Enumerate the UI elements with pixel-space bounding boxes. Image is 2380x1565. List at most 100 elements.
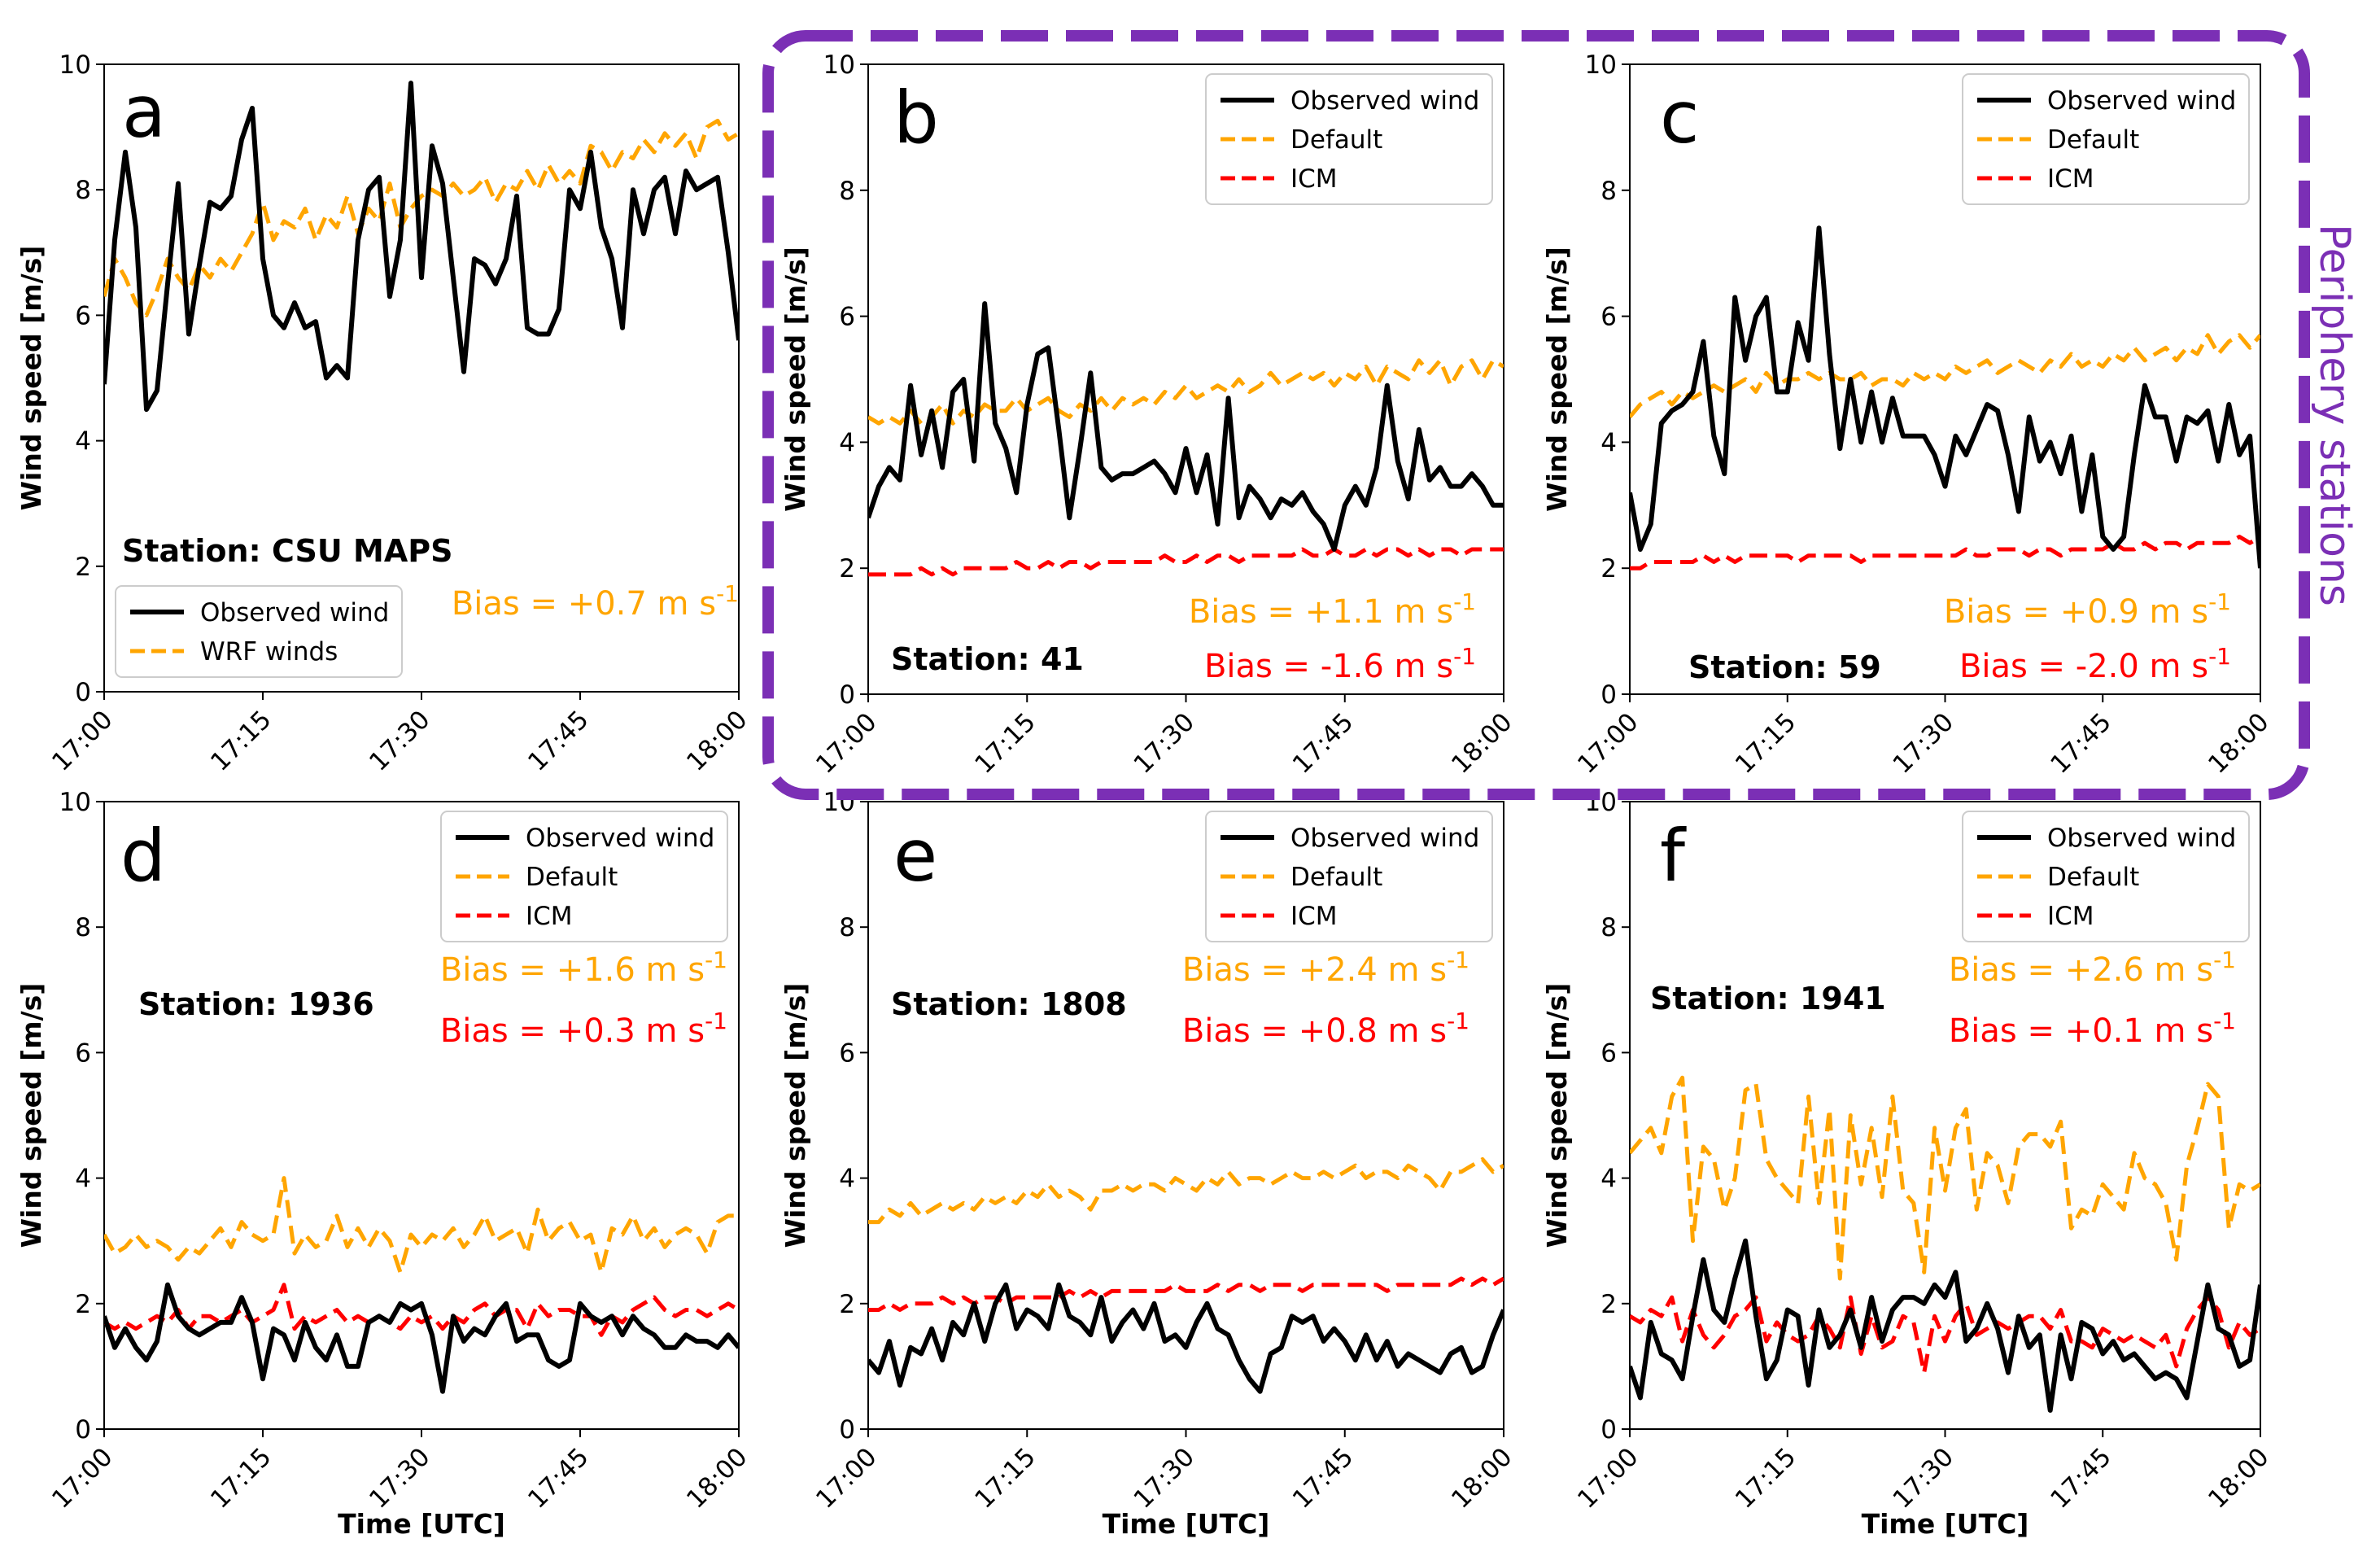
bias-text: Bias = +0.9 m s [1944,593,2208,631]
bias-unit-exponent: -1 [716,580,739,607]
bias-annotation: Bias = +1.6 m s-1 [440,946,727,989]
bias-text: Bias = +0.8 m s [1182,1012,1447,1050]
station-label: Station: 1936 [138,986,374,1022]
x-tick-label: 17:00 [46,1442,119,1515]
x-tick-label: 18:00 [681,1442,753,1515]
series-line-observed-wind [104,81,739,413]
station-label: Station: 59 [1688,649,1881,685]
bias-unit-exponent: -1 [705,1008,727,1034]
bias-unit-exponent: -1 [2208,643,2231,670]
y-tick-label: 10 [823,50,855,80]
legend-label: Observed wind [2047,824,2236,853]
bias-annotation: Bias = +2.4 m s-1 [1182,946,1469,989]
series-group [1630,1075,2260,1413]
panel-c: 0 2 4 6 8 10 17:00 17:15 17:30 17:45 18:00 Wind spe… [1541,50,2275,780]
bias-text: Bias = +0.7 m s [452,585,716,623]
bias-text: Bias = +1.1 m s [1189,593,1453,631]
series-line-icm [1630,1295,2260,1375]
y-tick-label: 6 [75,1038,91,1068]
y-axis-label: Wind speed [m/s] [1541,983,1573,1248]
y-tick-label: 2 [75,1290,91,1319]
y-axis-label: Wind speed [m/s] [780,247,811,512]
legend-label: Observed wind [526,824,714,853]
y-tick-label: 2 [839,554,855,584]
x-tick-label: 17:00 [1572,1442,1644,1515]
y-axis-label: Wind speed [m/s] [780,983,811,1248]
x-tick-label: 17:15 [1730,1442,1802,1515]
series-line-wrf-winds [104,118,739,317]
legend-label: Observed wind [1290,824,1479,853]
bias-annotation: Bias = +0.7 m s-1 [452,580,739,623]
bias-text: Bias = +0.1 m s [1949,1012,2213,1050]
legend-label: ICM [526,902,573,931]
y-tick-label: 4 [1600,1165,1617,1194]
x-tick-label: 17:45 [522,1442,595,1515]
series-line-default [1630,1075,2260,1281]
legend-label: Observed wind [2047,86,2236,116]
y-axis-label: Wind speed [m/s] [15,983,47,1248]
bias-text: Bias = -2.0 m s [1959,648,2208,685]
x-axis-label: Time [UTC] [1862,1508,2029,1540]
legend-box [115,585,403,678]
legend-label: Default [1290,125,1382,155]
y-tick-label: 6 [75,301,91,330]
station-label: Station: 1941 [1650,981,1886,1016]
panel-letter: d [120,814,166,898]
legend-label: ICM [1290,902,1338,931]
y-tick-label: 0 [1600,680,1617,710]
bias-unit-exponent: -1 [705,946,727,973]
y-tick-label: 2 [75,553,91,582]
series-line-observed-wind [1630,225,2260,569]
periphery-label: Periphery stations [2310,224,2359,606]
x-tick-label: 17:00 [1572,707,1644,780]
series-line-default [868,358,1504,426]
x-tick-label: 17:15 [969,707,1042,780]
x-tick-label: 17:00 [810,707,883,780]
series-line-icm [104,1283,739,1337]
legend-box [1962,73,2250,205]
x-tick-label: 17:45 [522,705,595,777]
series-line-default [868,1157,1504,1225]
x-tick-label: 18:00 [1446,707,1518,780]
legend-label: Default [2047,125,2139,155]
bias-annotation: Bias = +2.6 m s-1 [1949,946,2236,989]
panel-letter: e [893,814,937,898]
y-axis-label: Wind speed [m/s] [15,246,47,511]
y-tick-label: 0 [75,1415,91,1445]
y-tick-label: 0 [839,680,855,710]
bias-unit-exponent: -1 [2208,588,2231,615]
series-group [104,1176,739,1394]
y-axis-label: Wind speed [m/s] [1541,247,1573,512]
legend-label: ICM [1290,164,1338,194]
legend: Observed wind Default ICM [1962,73,2250,205]
y-tick-label: 0 [839,1415,855,1445]
panel-letter: c [1660,76,1699,160]
bias-annotation: Bias = +1.1 m s-1 [1189,588,1476,631]
x-tick-label: 18:00 [681,705,753,777]
y-tick-label: 4 [75,1165,91,1194]
x-tick-label: 18:00 [2203,707,2275,780]
y-tick-label: 4 [1600,428,1617,457]
bias-annotation: Bias = -1.6 m s-1 [1204,643,1476,685]
station-label: Station: 41 [891,641,1084,677]
panel-b: 0 2 4 6 8 10 17:00 17:15 17:30 17:45 18:00 Wind spe… [780,50,1518,780]
y-tick-label: 2 [1600,554,1617,584]
y-tick-label: 2 [839,1290,855,1319]
bias-annotation: Bias = +0.9 m s-1 [1944,588,2231,631]
x-tick-label: 17:15 [205,705,277,777]
y-tick-label: 6 [839,303,855,332]
x-tick-label: 18:00 [1446,1442,1518,1515]
bias-annotation: Bias = -2.0 m s-1 [1959,643,2231,685]
series-group [1630,225,2260,570]
x-axis-label: Time [UTC] [338,1508,505,1540]
y-tick-label: 8 [1600,913,1617,942]
panel-letter: a [122,70,166,154]
x-tick-label: 17:30 [1129,707,1201,780]
x-tick-label: 17:00 [810,1442,883,1515]
bias-unit-exponent: -1 [2213,1008,2236,1034]
bias-text: Bias = +2.6 m s [1949,951,2213,989]
legend-box [1962,811,2250,942]
x-axis-label: Time [UTC] [1103,1508,1270,1540]
legend-box [1205,811,1493,942]
y-tick-label: 2 [1600,1290,1617,1319]
